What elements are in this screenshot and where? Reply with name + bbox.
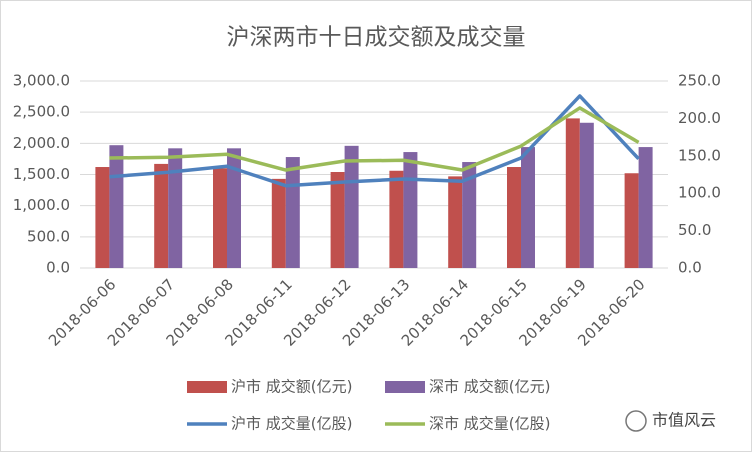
y2-tick-label: 150.0 <box>678 146 721 164</box>
bar <box>95 167 110 268</box>
legend-label: 沪市 成交量(亿股) <box>231 415 352 433</box>
y-tick-label: 3,000.0 <box>13 72 70 90</box>
bar <box>403 152 418 268</box>
bar <box>579 122 594 268</box>
bar <box>389 170 404 268</box>
bar <box>638 147 653 268</box>
bar <box>213 168 227 268</box>
y-tick-label: 2,500.0 <box>13 103 70 121</box>
bar <box>109 145 124 268</box>
bar <box>565 118 580 269</box>
bar <box>507 167 521 268</box>
watermark-icon <box>625 410 647 432</box>
legend-swatch <box>385 381 425 393</box>
bar <box>285 157 300 268</box>
y-tick-label: 500.0 <box>27 227 70 245</box>
watermark-text: 市值风云 <box>652 411 716 430</box>
bar <box>330 172 345 268</box>
y2-tick-label: 250.0 <box>678 72 721 90</box>
y2-tick-label: 100.0 <box>678 184 721 202</box>
y2-tick-label: 50.0 <box>678 221 711 239</box>
y-tick-label: 2,000.0 <box>13 134 70 152</box>
bar <box>462 162 477 268</box>
legend-swatch <box>187 381 227 393</box>
y-tick-label: 1,000.0 <box>13 196 70 214</box>
legend-label: 深市 成交额(亿元) <box>429 378 550 396</box>
bar <box>448 176 463 268</box>
bar <box>344 145 359 268</box>
y2-tick-label: 0.0 <box>678 259 702 277</box>
y-tick-label: 0.0 <box>46 259 70 277</box>
bar <box>154 163 169 268</box>
chart-title: 沪深两市十日成交额及成交量 <box>227 25 526 51</box>
bar <box>521 147 535 268</box>
bar <box>227 148 241 268</box>
legend-label: 沪市 成交额(亿元) <box>231 378 352 396</box>
legend-label: 深市 成交量(亿股) <box>429 415 550 433</box>
bar <box>168 148 183 268</box>
y-tick-label: 1,500.0 <box>13 165 70 183</box>
y2-tick-label: 200.0 <box>678 109 721 127</box>
line <box>109 106 640 172</box>
bar <box>624 173 639 268</box>
bar <box>271 178 286 268</box>
watermark: 市值风云 <box>625 410 716 432</box>
